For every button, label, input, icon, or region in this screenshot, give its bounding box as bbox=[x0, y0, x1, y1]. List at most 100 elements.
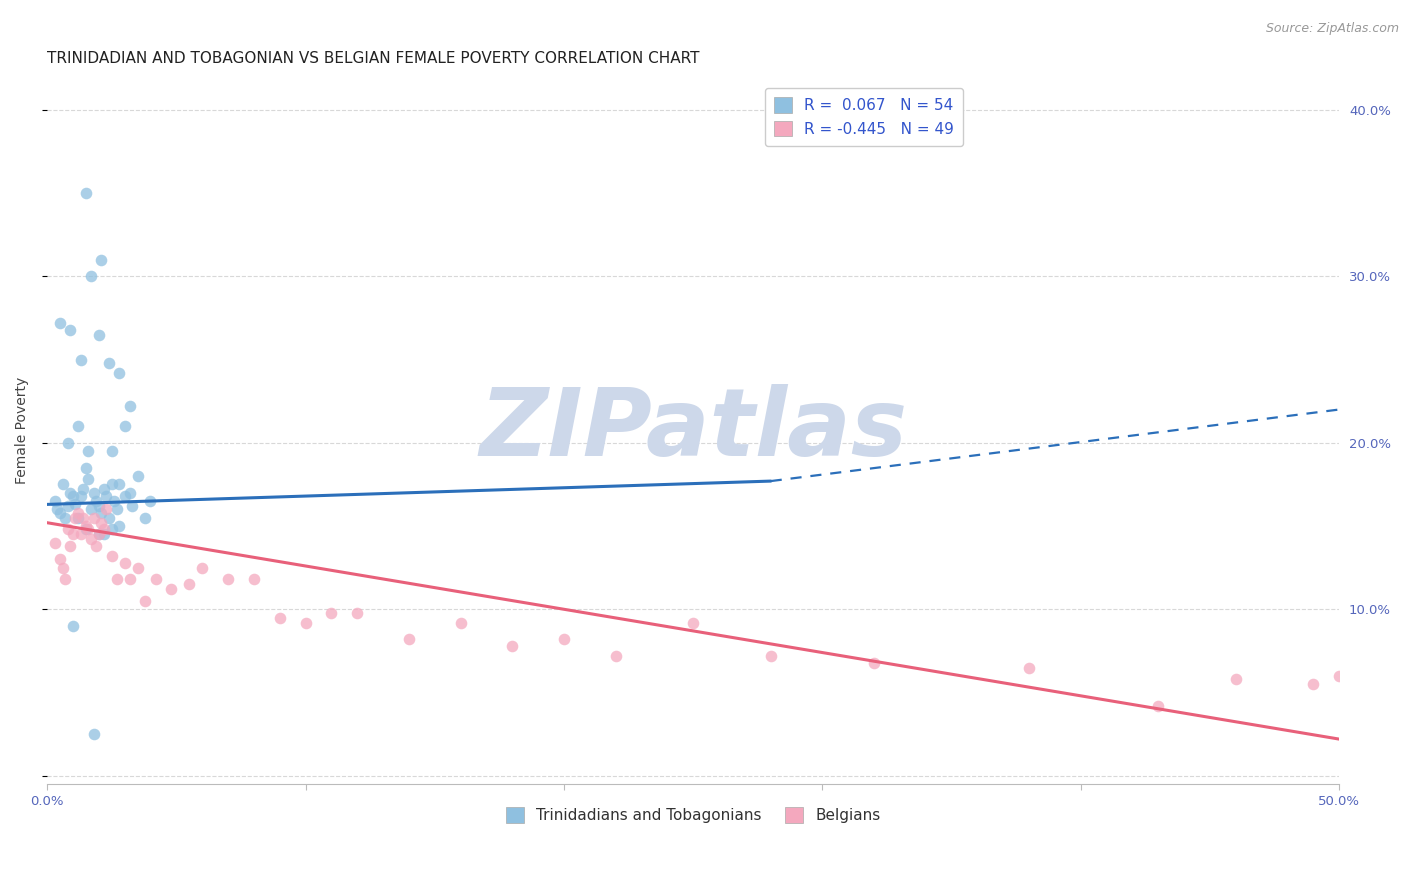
Point bbox=[90, 252, 112, 267]
Point bbox=[49, 552, 72, 566]
Point bbox=[108, 366, 131, 380]
Point bbox=[243, 572, 266, 586]
Point bbox=[118, 399, 141, 413]
Point bbox=[62, 527, 84, 541]
Point bbox=[69, 489, 91, 503]
Point bbox=[90, 516, 112, 530]
Point bbox=[553, 632, 575, 647]
Point bbox=[67, 510, 90, 524]
Point bbox=[96, 489, 118, 503]
Point bbox=[108, 519, 131, 533]
Point bbox=[90, 506, 112, 520]
Point bbox=[759, 648, 782, 663]
Point bbox=[96, 502, 118, 516]
Point bbox=[75, 186, 97, 200]
Point bbox=[46, 502, 69, 516]
Point bbox=[69, 527, 91, 541]
Point bbox=[72, 483, 94, 497]
Point bbox=[72, 510, 94, 524]
Point bbox=[56, 499, 79, 513]
Point bbox=[75, 522, 97, 536]
Point bbox=[682, 615, 704, 630]
Point bbox=[75, 519, 97, 533]
Point bbox=[118, 485, 141, 500]
Point bbox=[98, 510, 121, 524]
Point bbox=[77, 444, 100, 458]
Point bbox=[80, 502, 103, 516]
Point bbox=[83, 485, 105, 500]
Text: Source: ZipAtlas.com: Source: ZipAtlas.com bbox=[1265, 22, 1399, 36]
Point bbox=[53, 510, 76, 524]
Point bbox=[139, 494, 162, 508]
Point bbox=[103, 494, 125, 508]
Point bbox=[1147, 698, 1170, 713]
Legend: Trinidadians and Tobagonians, Belgians: Trinidadians and Tobagonians, Belgians bbox=[499, 801, 887, 830]
Point bbox=[84, 494, 107, 508]
Point bbox=[56, 435, 79, 450]
Point bbox=[294, 615, 316, 630]
Y-axis label: Female Poverty: Female Poverty bbox=[15, 376, 30, 484]
Point bbox=[62, 619, 84, 633]
Point bbox=[87, 527, 110, 541]
Point bbox=[100, 549, 122, 563]
Point bbox=[93, 522, 115, 536]
Point bbox=[44, 494, 66, 508]
Point bbox=[863, 656, 886, 670]
Point bbox=[77, 472, 100, 486]
Point bbox=[98, 356, 121, 370]
Point bbox=[105, 572, 128, 586]
Point bbox=[93, 483, 115, 497]
Point bbox=[160, 582, 183, 597]
Point bbox=[75, 460, 97, 475]
Point bbox=[49, 316, 72, 330]
Text: TRINIDADIAN AND TOBAGONIAN VS BELGIAN FEMALE POVERTY CORRELATION CHART: TRINIDADIAN AND TOBAGONIAN VS BELGIAN FE… bbox=[46, 51, 700, 66]
Point bbox=[87, 527, 110, 541]
Point bbox=[49, 506, 72, 520]
Point bbox=[59, 539, 82, 553]
Point bbox=[1329, 669, 1351, 683]
Point bbox=[501, 639, 523, 653]
Point bbox=[118, 572, 141, 586]
Point bbox=[127, 560, 149, 574]
Point bbox=[105, 502, 128, 516]
Point bbox=[67, 506, 90, 520]
Point bbox=[77, 522, 100, 536]
Point bbox=[100, 444, 122, 458]
Point bbox=[65, 510, 87, 524]
Point bbox=[87, 499, 110, 513]
Point bbox=[321, 606, 343, 620]
Point bbox=[108, 477, 131, 491]
Point bbox=[87, 327, 110, 342]
Point bbox=[114, 419, 136, 434]
Point bbox=[127, 469, 149, 483]
Point bbox=[80, 269, 103, 284]
Point bbox=[56, 522, 79, 536]
Point bbox=[51, 560, 73, 574]
Point bbox=[191, 560, 214, 574]
Point bbox=[605, 648, 627, 663]
Point bbox=[398, 632, 420, 647]
Point bbox=[44, 535, 66, 549]
Point bbox=[114, 489, 136, 503]
Point bbox=[346, 606, 368, 620]
Point bbox=[114, 556, 136, 570]
Point bbox=[134, 510, 156, 524]
Point bbox=[59, 485, 82, 500]
Point bbox=[65, 497, 87, 511]
Point bbox=[67, 419, 90, 434]
Point bbox=[145, 572, 167, 586]
Point bbox=[1302, 677, 1324, 691]
Point bbox=[84, 539, 107, 553]
Point bbox=[217, 572, 239, 586]
Point bbox=[53, 572, 76, 586]
Point bbox=[59, 323, 82, 337]
Point bbox=[83, 727, 105, 741]
Point bbox=[450, 615, 472, 630]
Point bbox=[269, 610, 291, 624]
Point bbox=[1018, 660, 1040, 674]
Text: ZIPatlas: ZIPatlas bbox=[479, 384, 907, 476]
Point bbox=[100, 522, 122, 536]
Point bbox=[93, 527, 115, 541]
Point bbox=[80, 533, 103, 547]
Point bbox=[121, 499, 143, 513]
